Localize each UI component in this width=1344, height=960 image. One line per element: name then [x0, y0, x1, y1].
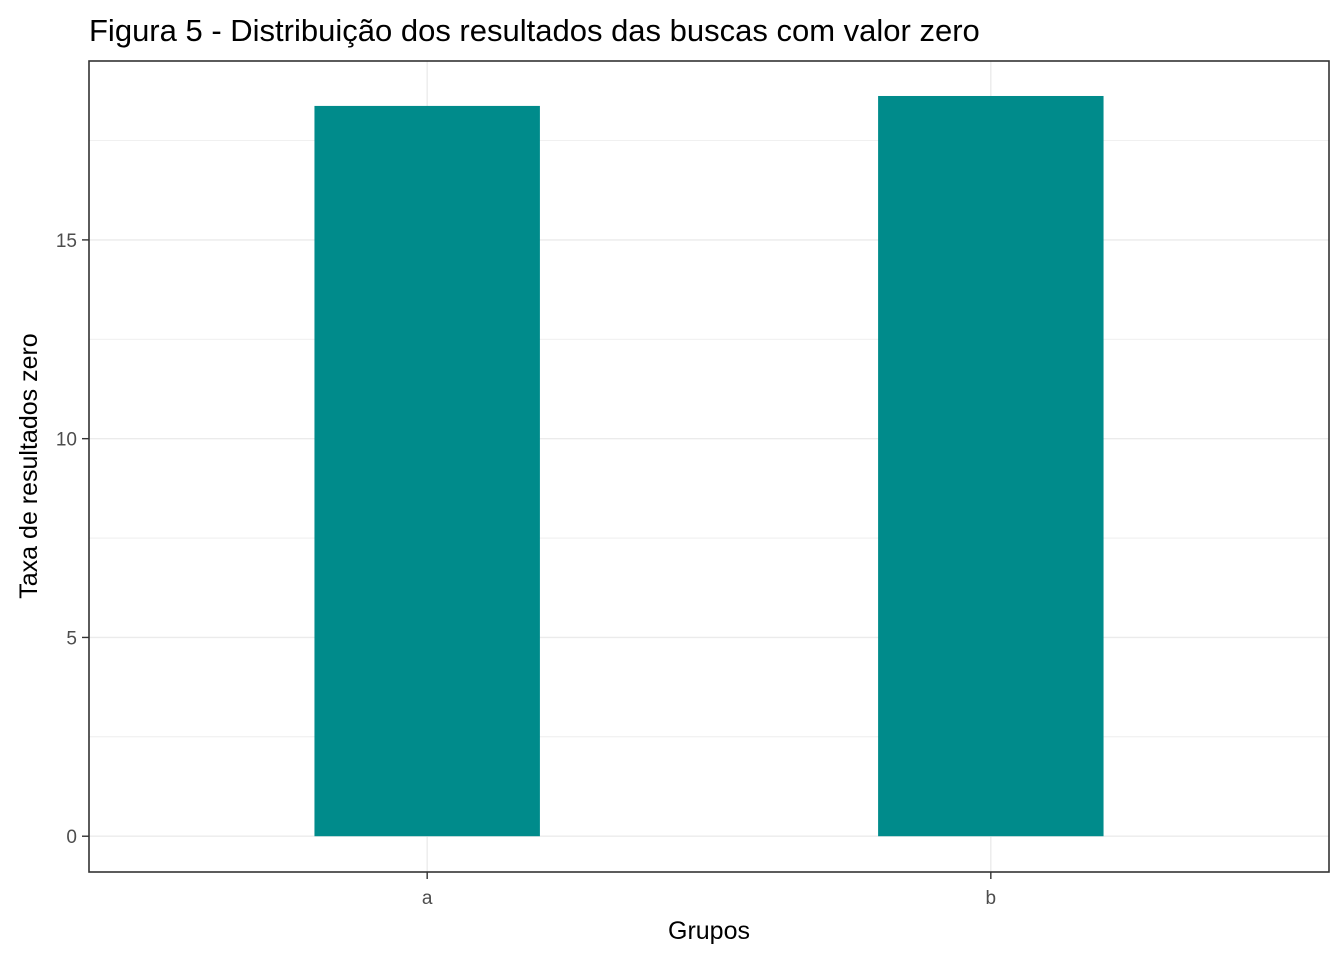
y-tick-label-0: 0 [66, 827, 77, 848]
bar-b [878, 95, 1104, 837]
x-axis-title: Grupos [668, 917, 750, 945]
panel-border [88, 60, 1330, 873]
y-tick-label-2: 10 [56, 430, 77, 451]
bar-a [314, 105, 540, 837]
y-tick-label-1: 5 [66, 628, 77, 649]
axis-ticks: 0 5 10 15 a b [56, 231, 996, 909]
chart-title: Figura 5 - Distribuição dos resultados d… [89, 13, 980, 48]
y-tick-label-3: 15 [56, 231, 77, 252]
y-axis-title: Taxa de resultados zero [15, 333, 43, 598]
x-tick-label-b: b [986, 888, 997, 909]
x-tick-label-a: a [422, 888, 433, 909]
bars [314, 95, 1104, 837]
grid-lines [89, 61, 1329, 872]
